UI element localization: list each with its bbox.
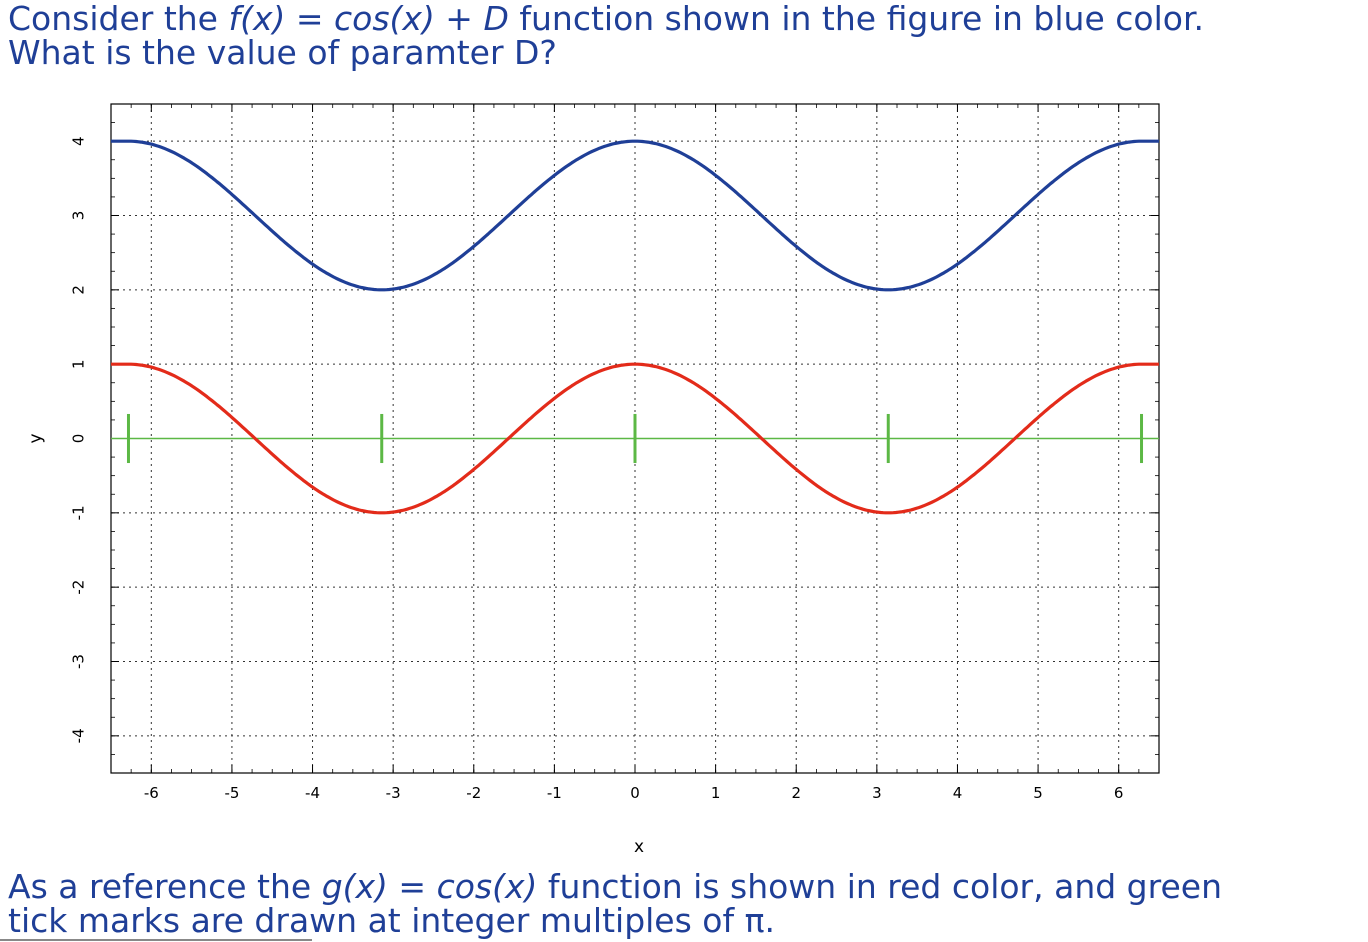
x-tick-label: -5 <box>224 784 239 802</box>
reference-line-1: As a reference the g(x) = cos(x) functio… <box>8 867 1222 906</box>
x-tick-label: 3 <box>872 784 882 802</box>
x-tick-label: -6 <box>144 784 159 802</box>
x-tick-label: -1 <box>547 784 562 802</box>
y-tick-label: -1 <box>70 505 88 520</box>
y-tick-label: 1 <box>70 359 88 369</box>
question-line-2: What is the value of paramter D? <box>8 33 557 72</box>
x-tick-label: 5 <box>1033 784 1043 802</box>
y-tick-label: 2 <box>70 285 88 295</box>
series-line-red <box>111 362 1159 515</box>
x-tick-label: -2 <box>466 784 481 802</box>
x-tick-label: -4 <box>305 784 320 802</box>
x-tick-label: 4 <box>953 784 963 802</box>
y-tick-label: -2 <box>70 580 88 595</box>
series-line-blue <box>111 139 1159 292</box>
x-tick-label: 0 <box>630 784 640 802</box>
y-tick-label: -4 <box>70 728 88 743</box>
x-tick-label: 1 <box>711 784 721 802</box>
x-tick-label: 6 <box>1114 784 1124 802</box>
y-tick-label: -3 <box>70 654 88 669</box>
x-axis-label: x <box>634 837 644 857</box>
reference-line-2: tick marks are drawn at integer multiple… <box>8 901 775 940</box>
divider <box>0 939 312 941</box>
y-axis-label: y <box>26 433 46 443</box>
y-tick-label: 4 <box>70 136 88 146</box>
chart-plot: -6 -5 -4 -3 -2 -1 0 1 2 3 4 5 6 -4 -3 -2 -1 0 1 2 3 4 x y <box>26 103 1160 857</box>
x-tick-label: 2 <box>791 784 801 802</box>
question-line-1: Consider the f(x) = cos(x) + D function … <box>8 0 1204 38</box>
x-tick-label: -3 <box>386 784 401 802</box>
y-tick-label: 3 <box>70 211 88 221</box>
y-tick-label: 0 <box>70 434 88 444</box>
